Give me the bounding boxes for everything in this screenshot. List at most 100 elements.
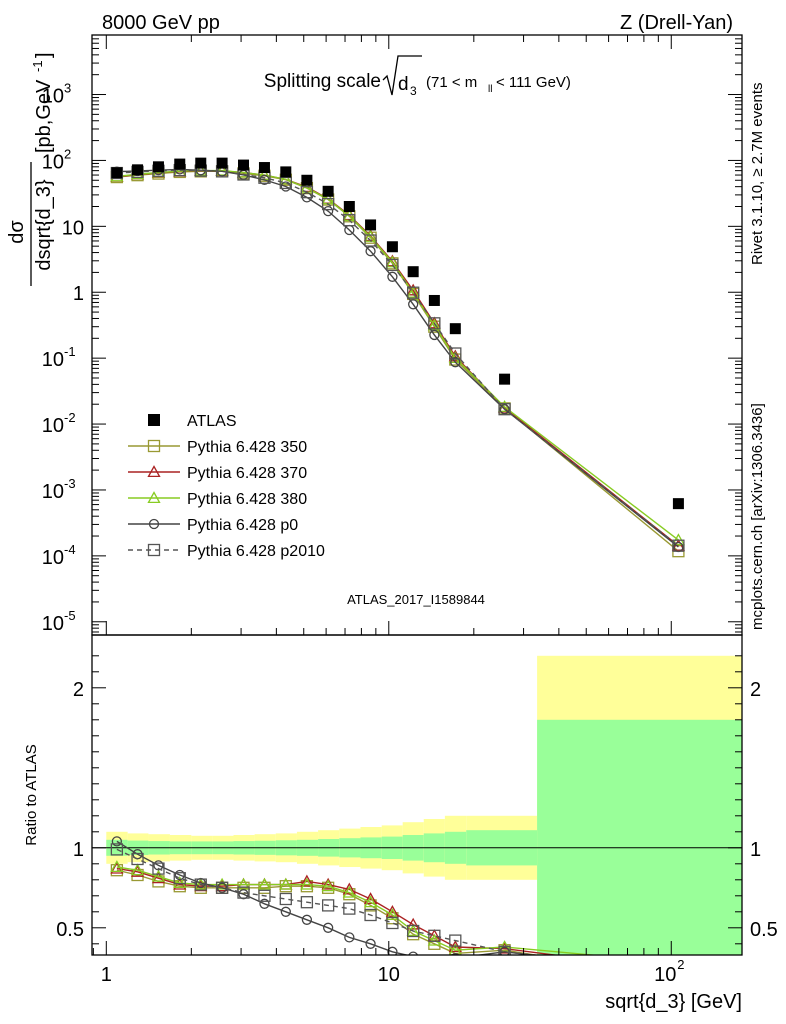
- main-ytick-label-4: 10: [42, 349, 64, 371]
- main-marker-p2010-12: [364, 234, 377, 247]
- title-range-end: < 111 GeV): [496, 74, 571, 91]
- main-ytick-label-1: 10: [42, 547, 64, 569]
- main-marker-p0-7: [259, 174, 270, 186]
- chart-title: Splitting scale d 3 (71 < m ll < 111 GeV…: [264, 55, 571, 98]
- ratio-marker-p370-9: [300, 874, 314, 887]
- main-ytick-exp-0: -5: [64, 608, 76, 623]
- ratio-marker-p2010-14: [407, 924, 420, 938]
- atlas-point-4: [195, 157, 207, 169]
- ratio-marker-p0-7: [259, 898, 270, 909]
- main-marker-p2010-11: [343, 214, 356, 227]
- ratio-marker-p380-8: [279, 877, 293, 890]
- main-marker-p380-15: [427, 318, 441, 331]
- ratio-marker-p380-12: [363, 895, 378, 908]
- ratio-marker-p370-12: [363, 892, 378, 905]
- ratio-marker-p380-2: [151, 869, 166, 882]
- ratio-marker-p0-0: [111, 836, 123, 847]
- mcplots-label: mcplots.cern.ch [arXiv:1306.3436]: [749, 403, 766, 630]
- ratio-marker-p2010-11: [343, 902, 356, 915]
- main-marker-p2010-14: [407, 286, 420, 299]
- legend-label-p0: Pythia 6.428 p0: [187, 517, 298, 534]
- ratio-marker-p2010-3: [173, 872, 186, 885]
- main-ytick-exp-3: -2: [64, 410, 76, 425]
- ratio-marker-p380-1: [130, 863, 145, 876]
- main-marker-p380-8: [279, 172, 293, 185]
- atlas-point-2: [152, 161, 164, 173]
- ratio-ytick-label-right-1: 1: [750, 839, 761, 861]
- ratio-ytick-label-right-2: 2: [750, 679, 761, 701]
- atlas-point-16: [449, 323, 461, 335]
- xtick-label-1: 10: [378, 964, 400, 986]
- ratio-marker-p380-6: [236, 877, 251, 890]
- ratio-marker-p380-10: [321, 879, 335, 892]
- atlas-point-15: [428, 294, 440, 306]
- main-marker-p2010-15: [428, 317, 441, 330]
- ratio-marker-p2010-0: [110, 843, 124, 856]
- ratio-line-p0: [116, 840, 538, 955]
- atlas-point-11: [343, 200, 355, 212]
- ratio-marker-p2010-13: [386, 916, 399, 930]
- legend-marker-p380: [147, 491, 161, 504]
- ratio-marker-p370-13: [385, 904, 400, 917]
- main-ytick-label-2: 10: [42, 481, 64, 503]
- atlas-point-13: [386, 241, 398, 253]
- main-line-p370: [116, 170, 679, 547]
- atlas-point-12: [365, 219, 377, 231]
- ratio-marker-p0-11: [344, 932, 355, 943]
- ratio-marker-p0-8: [280, 906, 291, 917]
- atlas-point-5: [216, 157, 228, 169]
- ratio-marker-p0-12: [365, 938, 376, 949]
- main-marker-p2010-10: [321, 197, 335, 211]
- atlas-point-0: [111, 167, 123, 179]
- main-marker-p0-16: [450, 357, 461, 368]
- header-right: Z (Drell-Yan): [620, 12, 733, 34]
- ratio-marker-p2010-17: [498, 945, 511, 955]
- ratio-marker-p380-11: [342, 885, 356, 898]
- atlas-point-18: [672, 498, 684, 510]
- ratio-marker-p380-0: [110, 860, 124, 873]
- main-line-p380: [116, 169, 679, 541]
- ratio-marker-p2010-7: [258, 889, 271, 902]
- ratio-marker-p2010-4: [194, 878, 207, 891]
- header-left: 8000 GeV pp: [102, 12, 220, 34]
- atlas-point-17: [499, 373, 511, 385]
- analysis-id: ATLAS_2017_I1589844: [347, 592, 485, 607]
- title-sqrt-sub: 3: [410, 84, 417, 98]
- ylabel-units-end: ]: [33, 52, 55, 58]
- ratio-ytick-label-left-2: 2: [73, 679, 84, 701]
- ratio-marker-p2010-2: [152, 862, 165, 875]
- main-marker-p2010-13: [386, 258, 399, 272]
- main-ytick-exp-4: -1: [64, 344, 76, 359]
- atlas-point-10: [322, 185, 334, 197]
- main-marker-p380-14: [406, 285, 420, 298]
- main-marker-p380-18: [671, 533, 686, 546]
- ratio-marker-p2010-8: [279, 892, 292, 906]
- main-marker-p2010-17: [498, 403, 511, 416]
- x-axis-label: sqrt{d_3} [GeV]: [605, 991, 742, 1013]
- main-marker-p0-10: [322, 205, 334, 217]
- main-marker-p380-13: [385, 255, 400, 268]
- title-sqrt-d: d: [398, 74, 409, 95]
- ratio-marker-p0-16: [451, 953, 460, 955]
- ratio-line-p380: [116, 866, 600, 955]
- ylabel-units-sup: -1: [30, 60, 45, 72]
- legend-label-p2010: Pythia 6.428 p2010: [187, 543, 325, 560]
- title-text: Splitting scale: [264, 71, 381, 92]
- main-ytick-exp-2: -3: [64, 476, 76, 491]
- ratio-marker-p0-10: [322, 922, 334, 933]
- ratio-marker-p2010-9: [300, 896, 314, 909]
- legend-marker-p370: [147, 465, 161, 478]
- main-ylabel: dσ dsqrt{d_3} [pb,GeV -1 ]: [6, 52, 55, 286]
- title-range: (71 < m: [426, 74, 477, 91]
- ratio-marker-p2010-5: [215, 881, 229, 894]
- ratio-marker-p2010-6: [237, 886, 250, 899]
- legend: ATLAS Pythia 6.428 350 Pythia 6.428 370 Pyt…: [128, 413, 325, 560]
- ratio-plot: [110, 836, 600, 955]
- main-ytick-label-7: 10: [42, 151, 64, 173]
- main-ytick-label-5: 1: [73, 283, 84, 305]
- legend-marker-p350: [147, 439, 161, 453]
- main-marker-p2010-9: [300, 186, 314, 199]
- main-ytick-label-0: 10: [42, 613, 64, 635]
- ratio-marker-p370-10: [321, 877, 335, 890]
- ylabel-denominator: dsqrt{d_3}: [33, 179, 55, 271]
